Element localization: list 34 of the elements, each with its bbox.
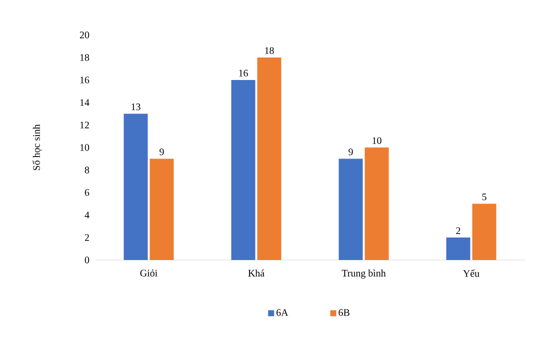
data-label: 10 bbox=[372, 137, 382, 144]
bar bbox=[446, 238, 470, 260]
data-label: 2 bbox=[456, 227, 460, 234]
y-tick-label: 2 bbox=[84, 234, 89, 241]
bar bbox=[364, 148, 389, 260]
bar bbox=[150, 158, 174, 260]
x-tick-label: Trung bình bbox=[342, 270, 386, 279]
y-tick-label: 10 bbox=[80, 144, 90, 151]
x-tick-label: Giỏi bbox=[140, 270, 158, 276]
x-tick-label: Khá bbox=[248, 270, 264, 277]
bar bbox=[257, 58, 282, 260]
legend-label: 6A bbox=[276, 309, 288, 316]
y-tick-label: 16 bbox=[80, 76, 90, 84]
x-tick-label: Yếu bbox=[463, 270, 480, 277]
bar bbox=[472, 204, 496, 260]
data-label: 9 bbox=[160, 148, 164, 156]
y-tick-label: 0 bbox=[84, 256, 90, 264]
bar bbox=[124, 114, 148, 260]
y-tick-label: 18 bbox=[80, 54, 90, 61]
legend-label: 6B bbox=[338, 309, 350, 316]
y-tick-label: 4 bbox=[84, 212, 90, 218]
data-label: 18 bbox=[265, 47, 274, 54]
y-tick-label: 6 bbox=[84, 189, 90, 196]
data-label: 16 bbox=[239, 70, 248, 76]
y-tick-label: 14 bbox=[80, 99, 90, 106]
y-tick-label: 12 bbox=[80, 122, 89, 128]
data-label: 13 bbox=[132, 104, 140, 110]
y-tick-label: 8 bbox=[84, 166, 90, 174]
data-label: 5 bbox=[482, 194, 486, 200]
y-tick-label: 20 bbox=[80, 32, 90, 38]
y-axis-title: Số học sinh bbox=[32, 124, 42, 170]
data-label: 9 bbox=[348, 148, 353, 156]
bar bbox=[231, 80, 256, 260]
bar bbox=[338, 158, 363, 260]
